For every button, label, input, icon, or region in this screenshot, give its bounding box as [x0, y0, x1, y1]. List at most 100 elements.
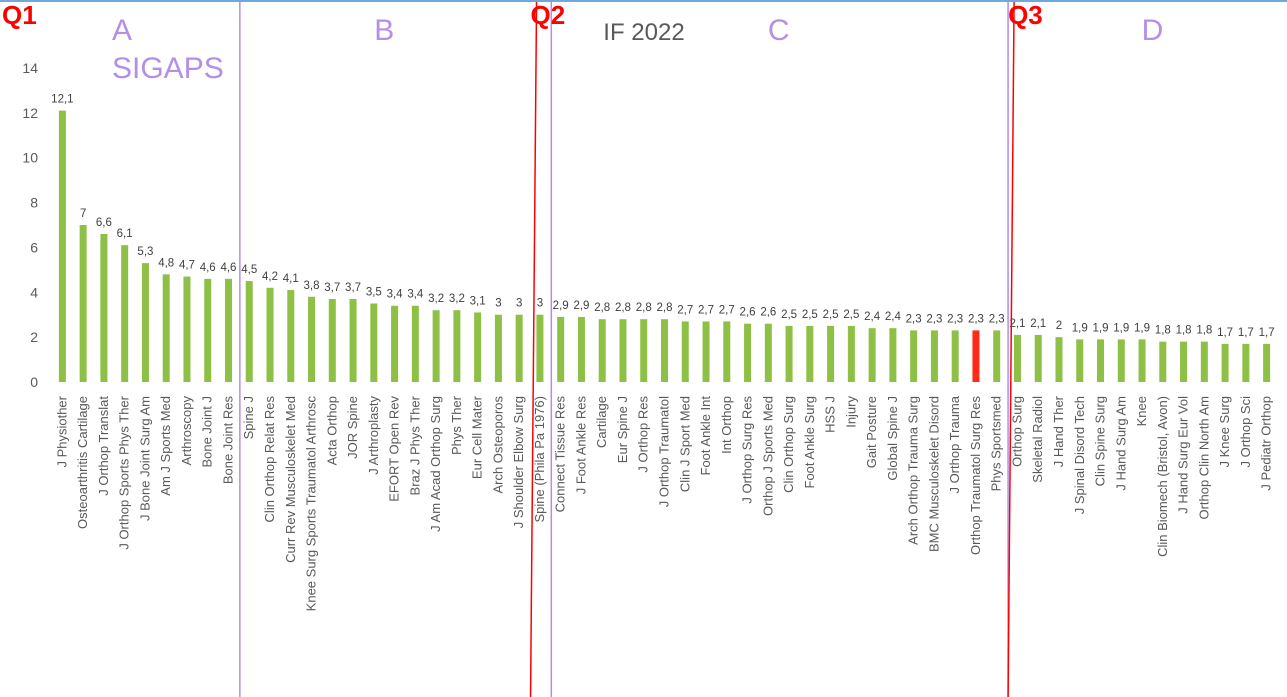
category-label: HSS J — [823, 396, 838, 433]
category-label: J Pediatr Orthop — [1259, 396, 1274, 491]
data-label: 2 — [1056, 320, 1062, 332]
data-label: 1,7 — [1259, 327, 1275, 339]
bar — [577, 316, 585, 382]
data-label: 3,5 — [366, 287, 382, 299]
data-label: 2,3 — [926, 313, 942, 325]
category-label: Knee — [1134, 396, 1149, 426]
data-label: 2,9 — [553, 300, 569, 312]
category-label: J Orthop Res — [636, 396, 651, 473]
category-label: Skeletal Radiol — [1030, 396, 1045, 483]
category-label: Clin Orthop Relat Res — [262, 396, 277, 523]
category-label: J Orthop Trauma — [947, 395, 962, 493]
category-label: J Shoulder Elbow Surg — [511, 396, 526, 528]
data-label: 3,4 — [407, 289, 424, 301]
bar — [432, 310, 440, 382]
data-label: 12,1 — [51, 94, 73, 106]
bar — [868, 328, 876, 382]
y-tick-label: 12 — [22, 105, 38, 121]
data-label: 3,2 — [428, 293, 444, 305]
quartile-label: Q1 — [2, 0, 37, 30]
y-tick-label: 8 — [30, 195, 38, 211]
y-tick-label: 2 — [30, 329, 38, 345]
bar — [1242, 343, 1250, 382]
category-label: Spine J — [241, 396, 256, 439]
bar — [951, 330, 959, 382]
data-label: 6,1 — [117, 228, 133, 240]
category-label: Phys Sportsmed — [989, 396, 1004, 491]
bar — [474, 312, 482, 382]
category-label: Phys Ther — [449, 395, 464, 455]
bar — [536, 314, 544, 382]
bar — [287, 290, 295, 382]
data-label: 2,3 — [947, 313, 963, 325]
data-label: 2,6 — [740, 307, 756, 319]
category-label: Clin Spine Surg — [1093, 396, 1108, 486]
data-label: 2,8 — [657, 302, 673, 314]
y-tick-label: 14 — [22, 60, 38, 76]
category-label: Clin J Sport Med — [677, 396, 692, 492]
quartile-label: Q2 — [531, 0, 566, 30]
data-label: 2,4 — [864, 311, 881, 323]
category-label: Spine (Phila Pa 1976) — [532, 396, 547, 522]
category-label: J Knee Surg — [1217, 396, 1232, 468]
bar — [1263, 343, 1271, 382]
group-label: B — [374, 14, 394, 47]
data-label: 2,5 — [843, 309, 859, 321]
category-label: Eur Spine J — [615, 396, 630, 463]
data-label: 2,3 — [906, 313, 922, 325]
bar — [224, 278, 232, 382]
category-label: Orthop Traumatol Surg Res — [968, 396, 983, 555]
data-label: 2,8 — [636, 302, 652, 314]
bar — [744, 323, 752, 382]
group-sublabel: SIGAPS — [112, 52, 224, 85]
category-label: J Hand Surg Eur Vol — [1176, 396, 1191, 514]
category-label: Arch Osteoporos — [490, 396, 505, 494]
category-label: Int Orthop — [719, 396, 734, 454]
data-label: 4,6 — [220, 262, 236, 274]
bar — [515, 314, 523, 382]
bar — [266, 287, 274, 382]
data-label: 3,7 — [345, 282, 361, 294]
bar — [391, 305, 399, 382]
bar — [58, 110, 66, 382]
data-label: 2,8 — [615, 302, 631, 314]
data-label: 2,1 — [1030, 318, 1046, 330]
data-label: 3,1 — [470, 295, 486, 307]
data-label: 4,5 — [241, 264, 257, 276]
category-label: EFORT Open Rev — [387, 396, 402, 502]
data-label: 1,9 — [1093, 322, 1109, 334]
category-label: Gait Posture — [864, 396, 879, 468]
bar — [806, 325, 814, 382]
data-label: 2,7 — [698, 304, 714, 316]
data-label: 3,8 — [304, 280, 320, 292]
bar — [993, 330, 1001, 382]
category-label: J Bone Joint Surg Am — [137, 396, 152, 521]
bar — [121, 245, 129, 382]
bar — [619, 319, 627, 382]
quartile-divider-line — [1007, 1, 1015, 697]
data-label: 1,7 — [1217, 327, 1233, 339]
bar — [557, 316, 565, 382]
bar — [1034, 334, 1042, 382]
category-label: BMC Musculoskelet Disord — [926, 396, 941, 552]
bar — [1013, 334, 1021, 382]
data-label: 2,3 — [989, 313, 1005, 325]
category-label: Am J Sports Med — [158, 396, 173, 496]
data-label: 3 — [537, 298, 543, 310]
category-label: J Orthop Translat — [96, 396, 111, 496]
bar — [141, 263, 149, 382]
data-label: 2,9 — [573, 300, 589, 312]
y-tick-label: 6 — [30, 239, 38, 255]
data-label: 2,3 — [968, 313, 984, 325]
bar — [1159, 341, 1167, 382]
bar — [162, 274, 170, 382]
data-label: 5,3 — [137, 246, 153, 258]
data-label: 2,7 — [719, 304, 735, 316]
category-label: Braz J Phys Ther — [407, 395, 422, 495]
group-label: A — [112, 14, 132, 47]
category-label: J Orthop Sports Phys Ther — [117, 395, 132, 549]
category-label: J Spinal Disord Tech — [1072, 396, 1087, 514]
bar — [308, 296, 316, 382]
bar — [1097, 339, 1105, 382]
bar — [930, 330, 938, 382]
